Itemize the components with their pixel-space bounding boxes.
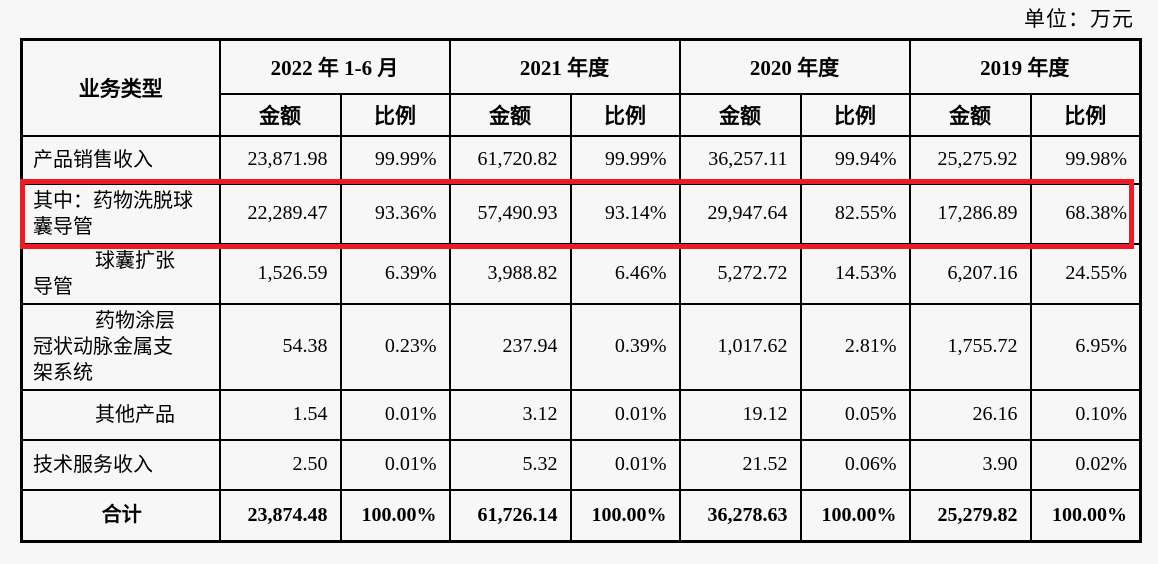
amount-cell: 3,988.82 xyxy=(448,242,572,305)
ratio-cell: 14.53% xyxy=(799,242,911,305)
amount-cell: 36,278.63 xyxy=(678,488,802,543)
amount-cell: 36,257.11 xyxy=(678,134,802,185)
ratio-cell: 2.81% xyxy=(799,302,911,391)
revenue-table: 业务类型 2022 年 1-6 月 2021 年度 2020 年度 2019 年… xyxy=(20,38,1142,543)
ratio-cell: 0.10% xyxy=(1029,388,1142,441)
amount-cell: 29,947.64 xyxy=(678,182,802,245)
row-label: 合计 xyxy=(20,488,221,543)
row-label: 技术服务收入 xyxy=(20,438,221,491)
ratio-cell: 99.98% xyxy=(1029,134,1142,185)
ratio-cell: 0.02% xyxy=(1029,438,1142,491)
table-row-drug-eluting-balloon: 其中：药物洗脱球 囊导管 22,289.47 93.36% 57,490.93 … xyxy=(20,182,1142,245)
ratio-cell: 100.00% xyxy=(569,488,681,543)
table-row-technical-service-income: 技术服务收入 2.50 0.01% 5.32 0.01% 21.52 0.06%… xyxy=(20,438,1142,491)
amount-cell: 237.94 xyxy=(448,302,572,391)
ratio-cell: 99.94% xyxy=(799,134,911,185)
amount-cell: 3.90 xyxy=(908,438,1032,491)
ratio-cell: 0.01% xyxy=(339,388,451,441)
header-row-subheaders: 金额 比例 金额 比例 金额 比例 金额 比例 xyxy=(22,92,1142,137)
ratio-cell: 100.00% xyxy=(339,488,451,543)
ratio-cell: 0.39% xyxy=(569,302,681,391)
ratio-cell: 0.23% xyxy=(339,302,451,391)
ratio-cell: 0.01% xyxy=(569,438,681,491)
amount-cell: 1.54 xyxy=(218,388,342,441)
ratio-cell: 0.01% xyxy=(339,438,451,491)
amount-cell: 25,275.92 xyxy=(908,134,1032,185)
header-period-2020: 2020 年度 xyxy=(678,38,911,95)
header-row-periods: 业务类型 2022 年 1-6 月 2021 年度 2020 年度 2019 年… xyxy=(20,38,1142,137)
amount-cell: 61,720.82 xyxy=(448,134,572,185)
header-period-2022h1: 2022 年 1-6 月 xyxy=(218,38,451,95)
table-row-balloon-dilation-catheter: 球囊扩张 导管 1,526.59 6.39% 3,988.82 6.46% 5,… xyxy=(20,242,1142,305)
header-ratio: 比例 xyxy=(799,92,911,137)
table-row-product-sales: 产品销售收入 23,871.98 99.99% 61,720.82 99.99%… xyxy=(20,134,1142,185)
ratio-cell: 6.46% xyxy=(569,242,681,305)
amount-cell: 25,279.82 xyxy=(908,488,1032,543)
table-row-drug-coated-stent-system: 药物涂层 冠状动脉金属支 架系统 54.38 0.23% 237.94 0.39… xyxy=(20,302,1142,391)
amount-cell: 54.38 xyxy=(218,302,342,391)
header-period-2019: 2019 年度 xyxy=(908,38,1142,95)
ratio-cell: 93.14% xyxy=(569,182,681,245)
ratio-cell: 82.55% xyxy=(799,182,911,245)
amount-cell: 61,726.14 xyxy=(448,488,572,543)
header-business-type: 业务类型 xyxy=(20,38,221,137)
header-amount: 金额 xyxy=(448,92,572,137)
amount-cell: 23,871.98 xyxy=(218,134,342,185)
header-amount: 金额 xyxy=(678,92,802,137)
table-row-total: 合计 23,874.48 100.00% 61,726.14 100.00% 3… xyxy=(20,488,1142,543)
amount-cell: 1,755.72 xyxy=(908,302,1032,391)
header-ratio: 比例 xyxy=(569,92,681,137)
amount-cell: 2.50 xyxy=(218,438,342,491)
ratio-cell: 68.38% xyxy=(1029,182,1142,245)
ratio-cell: 6.95% xyxy=(1029,302,1142,391)
ratio-cell: 24.55% xyxy=(1029,242,1142,305)
amount-cell: 19.12 xyxy=(678,388,802,441)
row-label: 其他产品 xyxy=(20,388,221,441)
ratio-cell: 0.01% xyxy=(569,388,681,441)
amount-cell: 22,289.47 xyxy=(218,182,342,245)
ratio-cell: 93.36% xyxy=(339,182,451,245)
amount-cell: 23,874.48 xyxy=(218,488,342,543)
header-amount: 金额 xyxy=(908,92,1032,137)
ratio-cell: 99.99% xyxy=(339,134,451,185)
ratio-cell: 6.39% xyxy=(339,242,451,305)
header-ratio: 比例 xyxy=(339,92,451,137)
amount-cell: 5,272.72 xyxy=(678,242,802,305)
amount-cell: 17,286.89 xyxy=(908,182,1032,245)
header-ratio: 比例 xyxy=(1029,92,1142,137)
table-row-other-products: 其他产品 1.54 0.01% 3.12 0.01% 19.12 0.05% 2… xyxy=(20,388,1142,441)
unit-note: 单位：万元 xyxy=(1024,7,1134,31)
row-label: 产品销售收入 xyxy=(20,134,221,185)
amount-cell: 3.12 xyxy=(448,388,572,441)
row-label: 球囊扩张 导管 xyxy=(20,242,221,305)
amount-cell: 1,017.62 xyxy=(678,302,802,391)
amount-cell: 5.32 xyxy=(448,438,572,491)
amount-cell: 57,490.93 xyxy=(448,182,572,245)
amount-cell: 26.16 xyxy=(908,388,1032,441)
amount-cell: 1,526.59 xyxy=(218,242,342,305)
ratio-cell: 100.00% xyxy=(799,488,911,543)
ratio-cell: 100.00% xyxy=(1029,488,1142,543)
amount-cell: 6,207.16 xyxy=(908,242,1032,305)
header-period-2021: 2021 年度 xyxy=(448,38,681,95)
amount-cell: 21.52 xyxy=(678,438,802,491)
ratio-cell: 0.06% xyxy=(799,438,911,491)
header-amount: 金额 xyxy=(218,92,342,137)
row-label: 药物涂层 冠状动脉金属支 架系统 xyxy=(20,302,221,391)
ratio-cell: 99.99% xyxy=(569,134,681,185)
row-label: 其中：药物洗脱球 囊导管 xyxy=(20,182,221,245)
ratio-cell: 0.05% xyxy=(799,388,911,441)
